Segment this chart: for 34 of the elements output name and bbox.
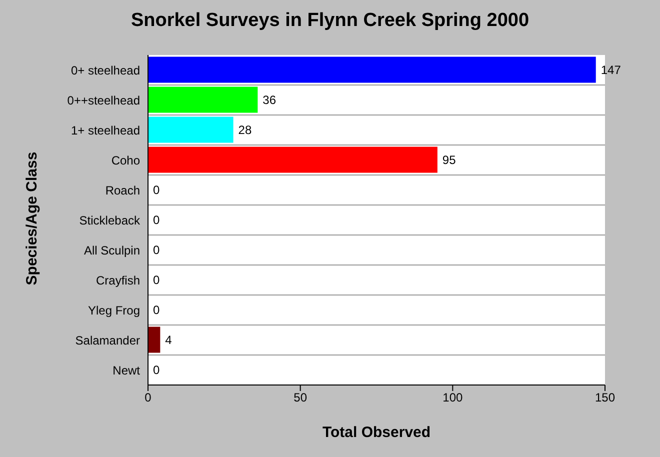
data-label: 0 — [153, 303, 160, 317]
y-tick-label: Yleg Frog — [88, 303, 140, 318]
data-label: 0 — [153, 183, 160, 197]
data-label: 0 — [153, 273, 160, 287]
y-tick-label: Newt — [112, 363, 141, 378]
y-tick-label: Crayfish — [96, 273, 140, 288]
data-label: 4 — [165, 333, 172, 347]
data-label: 0 — [153, 363, 160, 377]
bar — [148, 146, 438, 173]
x-tick-label: 50 — [294, 390, 308, 405]
x-tick-label: 100 — [442, 390, 463, 405]
bar — [148, 116, 234, 143]
data-label: 95 — [442, 153, 456, 167]
y-tick-label: 1+ steelhead — [70, 123, 140, 138]
y-tick-label: 0++steelhead — [67, 93, 140, 108]
x-tick-label: 150 — [594, 390, 616, 405]
y-tick-label: Roach — [105, 183, 140, 198]
data-label: 147 — [600, 63, 622, 77]
y-tick-label: 0+ steelhead — [70, 63, 140, 78]
bar — [148, 326, 160, 353]
y-tick-label: Stickleback — [79, 213, 141, 228]
bar — [148, 86, 258, 113]
x-tick-label: 0 — [144, 390, 152, 405]
bar — [148, 56, 596, 83]
data-label: 28 — [238, 123, 252, 137]
x-axis-title: Total Observed — [321, 424, 432, 441]
data-label: 0 — [153, 213, 160, 227]
y-tick-label: Salamander — [75, 333, 140, 348]
y-axis-title: Species/Age Class — [24, 150, 40, 288]
y-tick-label: Coho — [111, 153, 140, 168]
y-tick-label: All Sculpin — [84, 243, 140, 258]
chart-title: Snorkel Surveys in Flynn Creek Spring 2000 — [130, 10, 530, 32]
data-label: 0 — [153, 243, 160, 257]
data-label: 36 — [262, 93, 276, 107]
